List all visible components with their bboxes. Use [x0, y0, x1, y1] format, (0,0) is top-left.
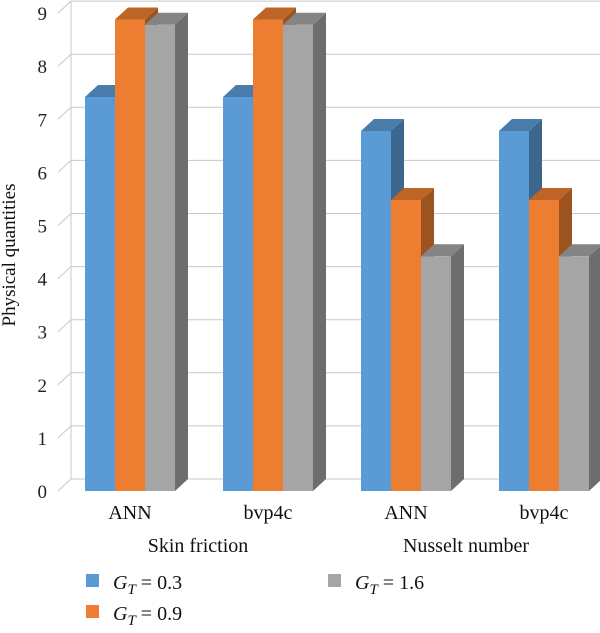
category-label: bvp4c: [244, 502, 293, 524]
y-tick-label: 5: [38, 217, 48, 238]
grid-line-diag: [57, 319, 72, 333]
bar-front: [115, 19, 145, 492]
bar-front: [499, 130, 529, 491]
y-tick-label: 8: [38, 57, 48, 78]
bar-front: [85, 96, 115, 492]
bar-side: [451, 244, 464, 491]
category-label: bvp4c: [520, 502, 569, 524]
bar-top: [529, 188, 572, 201]
bar-top: [283, 12, 326, 25]
bar-top: [391, 188, 434, 201]
bar: [421, 244, 464, 491]
category-label: ANN: [108, 502, 151, 524]
bar-front: [361, 130, 391, 491]
bars: [85, 7, 600, 492]
legend-swatch: [86, 574, 99, 587]
bar-side: [313, 12, 326, 491]
bar-top: [499, 118, 542, 131]
category-label: ANN: [384, 502, 427, 524]
bar-top: [145, 12, 188, 25]
y-tick-label: 4: [38, 270, 48, 291]
bar: [559, 244, 600, 491]
grid-line-diag: [57, 372, 72, 386]
bar-top: [421, 244, 464, 257]
legend-item: GT = 1.6: [328, 572, 424, 598]
y-tick-label: 6: [38, 163, 48, 184]
group-labels: Skin friction Nusselt number: [148, 535, 530, 557]
legend: GT = 0.3 GT = 0.9 GT = 1.6: [86, 572, 424, 629]
bar-top: [115, 7, 158, 20]
bar-front: [529, 200, 559, 491]
y-axis-label: Physical quantities: [0, 183, 20, 326]
bar-front: [145, 24, 175, 491]
group-label: Nusselt number: [403, 535, 529, 557]
grid-line-diag: [57, 425, 72, 439]
bar-front: [421, 256, 451, 491]
bar-front: [391, 200, 421, 491]
bar-front: [559, 256, 589, 491]
bar-top: [253, 7, 296, 20]
grid-line-diag: [57, 266, 72, 279]
bar-front: [223, 96, 253, 492]
bar-front: [283, 24, 313, 491]
y-tick-label: 2: [38, 376, 48, 397]
y-tick-label: 3: [38, 323, 48, 344]
legend-item: GT = 0.3: [86, 572, 182, 598]
grid-line-diag: [57, 0, 72, 14]
bar-top: [559, 244, 600, 257]
bar-top: [361, 118, 404, 131]
grid-line-diag: [57, 478, 72, 492]
legend-swatch: [86, 605, 99, 618]
bar-side: [589, 246, 600, 491]
legend-label: GT = 1.6: [355, 572, 424, 598]
legend-swatch: [328, 574, 341, 587]
bar: [145, 12, 188, 491]
legend-label: GT = 0.3: [113, 572, 182, 598]
bar: [283, 12, 326, 491]
bar-side: [175, 12, 188, 491]
grid-line-diag: [57, 160, 72, 173]
legend-item: GT = 0.9: [86, 603, 182, 629]
y-tick-label: 9: [38, 4, 48, 25]
y-tick-labels: 0 1 2 3 4 5 6 7 8 9: [38, 4, 48, 503]
y-tick-label: 1: [38, 429, 48, 450]
grid-line-diag: [57, 213, 72, 226]
group-label: Skin friction: [148, 535, 249, 557]
legend-label: GT = 0.9: [113, 603, 182, 629]
bar-front: [253, 19, 283, 492]
grid-line-diag: [57, 53, 72, 67]
y-tick-label: 0: [38, 482, 48, 503]
category-labels: ANN bvp4c ANN bvp4c: [108, 502, 568, 524]
grid-line-diag: [57, 106, 72, 120]
y-tick-label: 7: [38, 110, 48, 131]
